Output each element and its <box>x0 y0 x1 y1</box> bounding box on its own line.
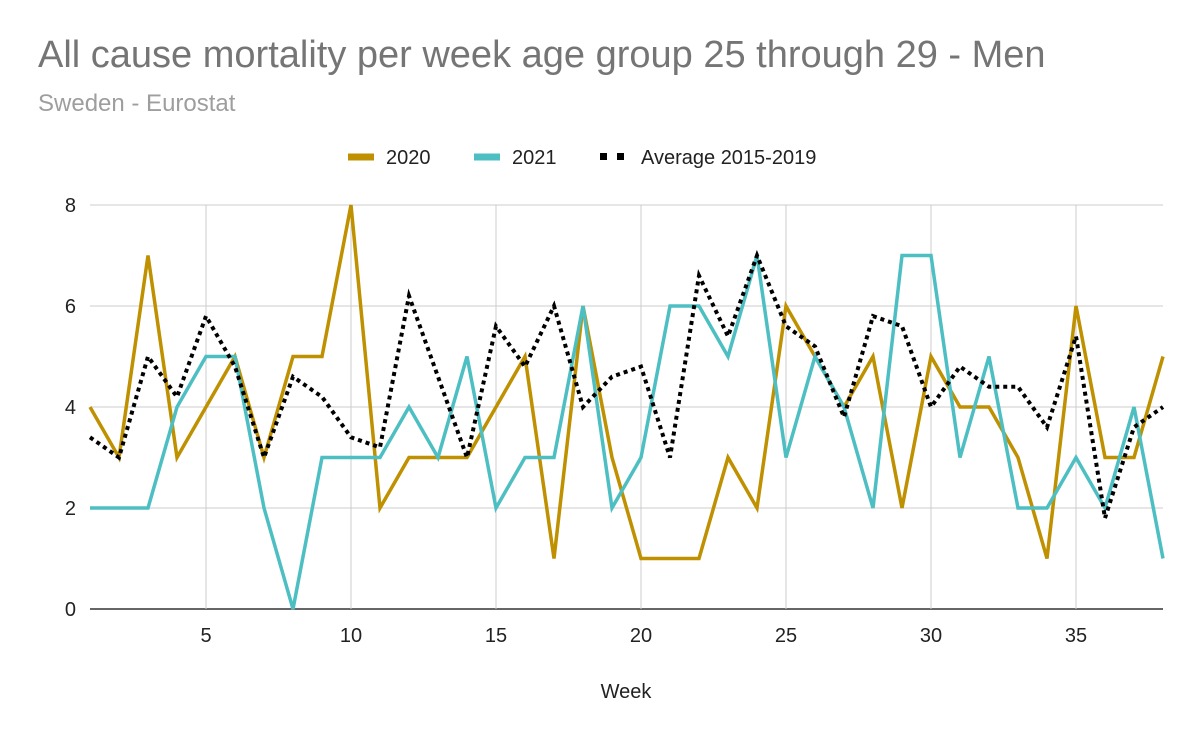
series-line-2 <box>88 249 1165 519</box>
series-lines <box>88 204 1165 610</box>
x-tick-label: 30 <box>920 625 942 647</box>
x-tick-label: 35 <box>1065 625 1087 647</box>
legend-label: 2021 <box>512 147 557 169</box>
y-tick-label: 8 <box>65 195 76 217</box>
y-tick-label: 0 <box>65 599 76 621</box>
x-tick-label: 20 <box>630 625 652 647</box>
x-tick-label: 25 <box>775 625 797 647</box>
y-axis-ticks: 0 2 4 6 8 <box>65 195 76 621</box>
legend-label: 2020 <box>386 147 431 169</box>
x-tick-label: 10 <box>340 625 362 647</box>
chart-title: All cause mortality per week age group 2… <box>38 34 1046 76</box>
x-axis-ticks: 5 10 15 20 25 30 35 <box>200 625 1087 647</box>
y-tick-label: 4 <box>65 397 76 419</box>
x-tick-label: 15 <box>485 625 507 647</box>
legend: 2020 2021 Average 2015-2019 <box>348 147 816 169</box>
y-tick-label: 6 <box>65 296 76 318</box>
series-line-0 <box>88 204 1165 561</box>
legend-swatch <box>617 153 624 160</box>
series-line-1 <box>90 253 1165 610</box>
x-tick-label: 5 <box>200 625 211 647</box>
legend-label: Average 2015-2019 <box>641 147 816 169</box>
chart-subtitle: Sweden - Eurostat <box>38 90 236 117</box>
y-tick-label: 2 <box>65 498 76 520</box>
x-axis-label: Week <box>601 681 653 703</box>
legend-swatch <box>600 153 607 160</box>
